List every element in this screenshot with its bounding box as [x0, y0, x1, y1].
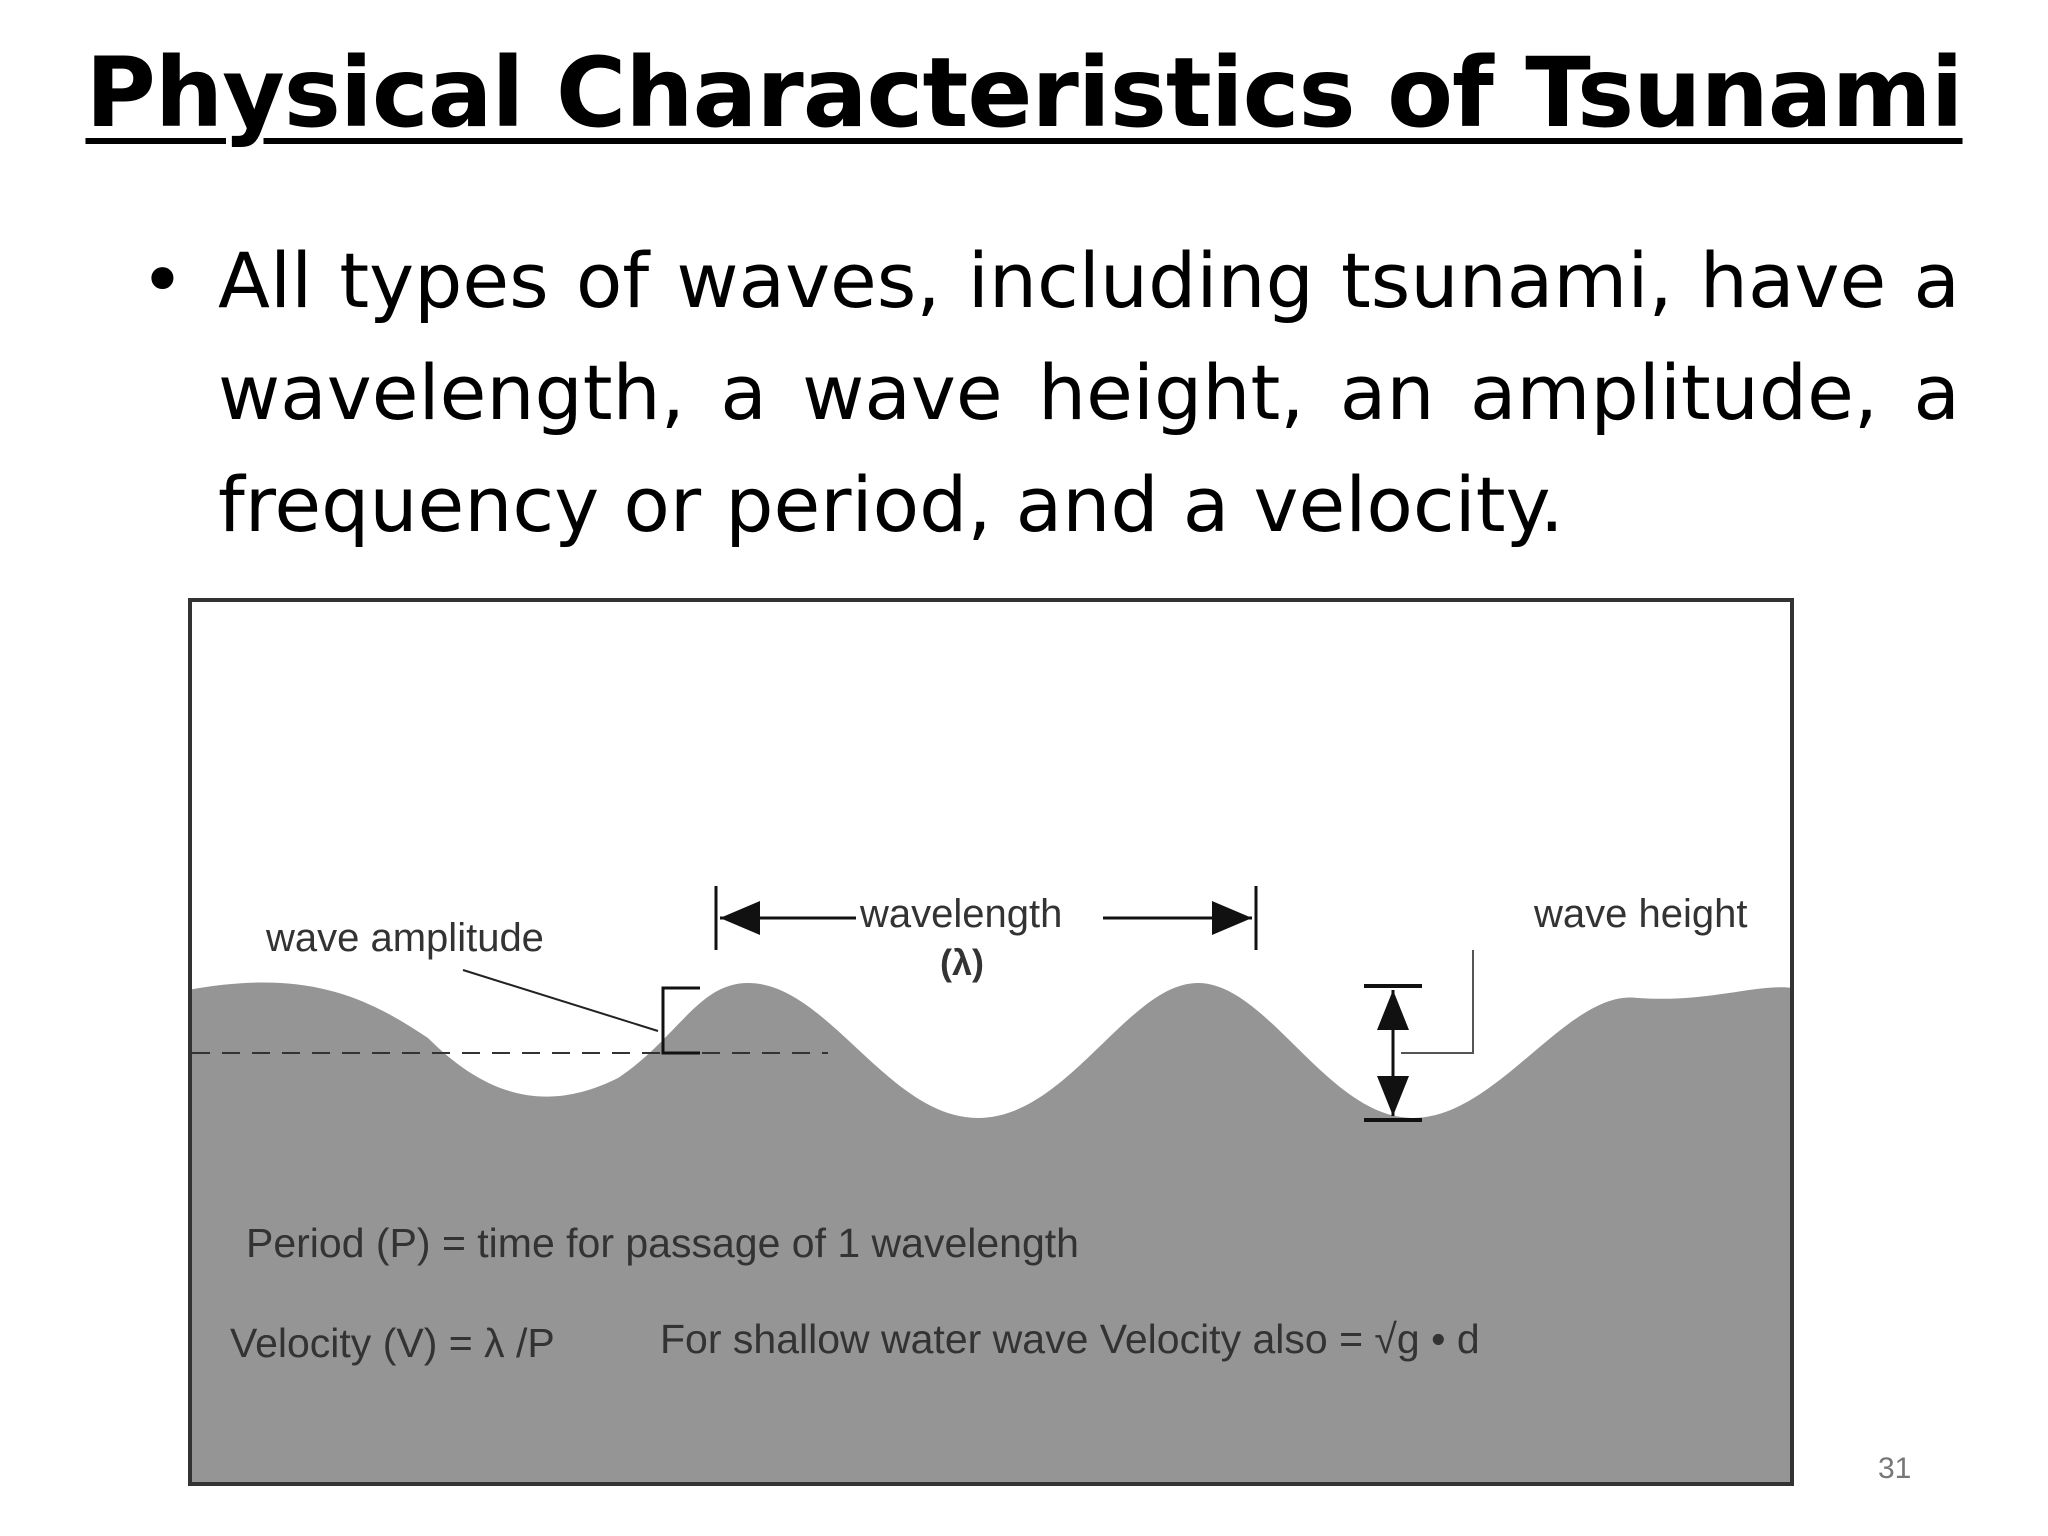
wave-height-pointer: [1401, 950, 1472, 1052]
wave-diagram: wave amplitude wavelength (λ) wave heigh…: [188, 598, 1794, 1486]
wavelength-left-arrowhead: [720, 901, 760, 935]
wave-height-pointer-shadow: [1401, 950, 1474, 1054]
slide-title-text: Physical Characteristics of Tsunami: [85, 37, 1963, 149]
bullet-text: All types of waves, including tsunami, h…: [218, 236, 1960, 549]
wavelength-label: wavelength: [860, 892, 1063, 936]
wave-diagram-svg: [188, 598, 1794, 1486]
wave-height-bottom-arrowhead: [1377, 1076, 1409, 1116]
bullet-marker: •: [140, 235, 185, 324]
lambda-label: (λ): [940, 942, 984, 983]
period-formula: Period (P) = time for passage of 1 wavel…: [246, 1220, 1079, 1266]
wavelength-right-arrowhead: [1212, 901, 1252, 935]
wave-amplitude-label: wave amplitude: [266, 916, 544, 960]
shallow-water-velocity-formula: For shallow water wave Velocity also = √…: [660, 1316, 1480, 1362]
velocity-formula: Velocity (V) = λ /P: [230, 1320, 555, 1366]
amplitude-pointer: [462, 969, 659, 1032]
wave-height-top-arrowhead: [1377, 990, 1409, 1030]
figure-border: [188, 598, 1794, 1486]
wave-height-label: wave height: [1534, 892, 1748, 936]
page-number: 31: [1878, 1452, 1912, 1485]
water-body: [188, 982, 1794, 1486]
amplitude-bracket: [661, 986, 700, 1055]
slide-title: Physical Characteristics of Tsunami: [0, 38, 2048, 148]
